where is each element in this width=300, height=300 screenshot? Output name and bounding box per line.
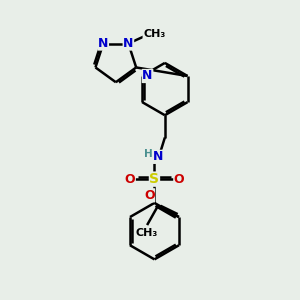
- Text: H: H: [143, 149, 152, 160]
- Text: CH₃: CH₃: [143, 29, 165, 39]
- Text: N: N: [98, 37, 108, 50]
- Text: N: N: [153, 150, 163, 163]
- Text: S: S: [149, 172, 160, 186]
- Text: CH₃: CH₃: [136, 228, 158, 239]
- Text: O: O: [124, 172, 135, 186]
- Text: N: N: [142, 70, 153, 83]
- Text: N: N: [123, 37, 134, 50]
- Text: O: O: [174, 172, 184, 186]
- Text: O: O: [144, 189, 154, 202]
